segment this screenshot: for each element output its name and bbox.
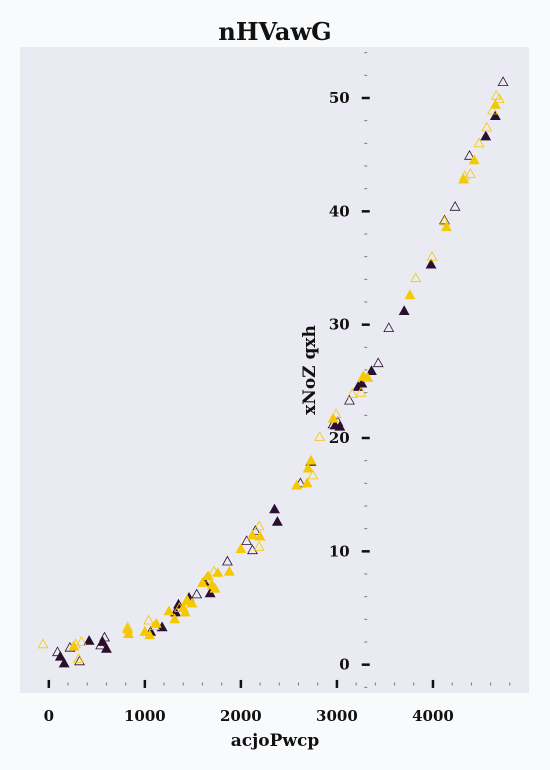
data-point-series-3 xyxy=(314,431,326,441)
data-point-series-2 xyxy=(235,543,247,553)
data-point-series-3 xyxy=(122,621,133,632)
x-tick-label: 4000 xyxy=(412,707,454,725)
data-point-series-0 xyxy=(101,642,112,653)
data-point-series-2 xyxy=(163,605,175,616)
y-tick-label: 30 xyxy=(329,316,350,334)
data-point-series-3 xyxy=(149,620,160,630)
data-point-series-2 xyxy=(186,597,198,608)
chart-title: nHVawG xyxy=(218,17,331,46)
data-point-series-3 xyxy=(355,386,367,397)
data-point-series-3 xyxy=(181,594,193,604)
data-point-series-2 xyxy=(212,567,224,577)
data-point-series-3 xyxy=(493,93,505,103)
data-point-series-3 xyxy=(465,168,476,178)
data-point-series-2 xyxy=(139,625,151,636)
data-point-series-2 xyxy=(404,289,416,300)
data-point-series-1 xyxy=(449,200,461,211)
minor-tick-group xyxy=(67,52,511,688)
data-point-series-1 xyxy=(241,535,253,545)
data-point-series-3 xyxy=(174,602,185,612)
x-tick-label: 0 xyxy=(44,707,54,725)
y-tick-label: 0 xyxy=(339,656,349,674)
data-point-series-1 xyxy=(327,418,339,429)
data-point-series-3 xyxy=(487,104,498,115)
data-point-series-2 xyxy=(302,462,314,473)
data-point-series-1 xyxy=(222,555,233,566)
data-point-series-2 xyxy=(150,618,162,628)
data-point-series-2 xyxy=(247,529,258,540)
data-point-series-3 xyxy=(410,272,422,283)
data-point-series-1 xyxy=(372,357,384,368)
data-point-series-2 xyxy=(144,629,156,640)
data-point-series-2 xyxy=(458,173,470,184)
data-point-series-3 xyxy=(37,638,49,649)
y-tick-label: 50 xyxy=(329,89,350,107)
data-point-series-0 xyxy=(398,305,410,316)
data-point-series-2 xyxy=(223,565,235,576)
data-point-series-2 xyxy=(301,477,313,488)
x-axis: 0 1000 2000 3000 4000 xyxy=(44,679,454,725)
data-point-series-3 xyxy=(76,636,87,646)
plot-area xyxy=(20,47,529,693)
data-point-series-1 xyxy=(344,394,355,405)
data-point-series-3 xyxy=(346,387,358,398)
data-point-series-0 xyxy=(366,365,377,376)
x-tick-label: 3000 xyxy=(316,707,358,725)
x-tick-label: 1000 xyxy=(124,707,166,725)
data-point-series-2 xyxy=(305,454,317,465)
data-point-series-3 xyxy=(143,614,155,625)
x-tick-label: 2000 xyxy=(220,707,262,725)
y-axis-label: xNoZ qxh xyxy=(300,325,320,415)
data-point-series-2 xyxy=(123,628,134,638)
data-point-series-3 xyxy=(439,215,450,226)
data-point-series-3 xyxy=(473,137,485,148)
data-point-series-0 xyxy=(269,503,280,514)
data-point-series-2 xyxy=(362,372,374,382)
data-point-series-2 xyxy=(468,154,480,165)
data-point-series-2 xyxy=(169,613,181,624)
data-point-series-3 xyxy=(208,565,220,576)
data-points xyxy=(37,76,509,668)
data-point-series-0 xyxy=(480,130,492,141)
data-point-series-1 xyxy=(497,76,509,86)
y-axis: 0 10 20 30 40 50 xyxy=(329,89,370,674)
data-point-series-3 xyxy=(426,250,438,261)
data-point-series-3 xyxy=(330,408,342,419)
data-point-series-3 xyxy=(307,469,319,480)
x-axis-label: acjoPwcp xyxy=(231,731,320,751)
data-point-series-0 xyxy=(58,657,70,668)
data-point-series-3 xyxy=(253,520,265,531)
y-tick-label: 10 xyxy=(329,542,350,560)
data-point-series-0 xyxy=(425,258,437,269)
data-point-series-3 xyxy=(200,572,212,583)
data-point-series-2 xyxy=(441,221,452,232)
data-point-series-3 xyxy=(481,121,493,132)
y-tick-label: 20 xyxy=(329,429,350,447)
data-point-series-2 xyxy=(291,479,302,490)
data-point-series-1 xyxy=(95,639,107,650)
data-point-series-0 xyxy=(489,110,501,120)
data-point-series-3 xyxy=(73,653,84,663)
data-point-series-2 xyxy=(254,530,266,541)
y-tick-label: 40 xyxy=(329,202,350,220)
data-point-series-1 xyxy=(439,214,450,225)
data-point-series-1 xyxy=(464,149,475,160)
data-point-series-0 xyxy=(356,377,368,388)
data-point-series-1 xyxy=(191,588,203,599)
data-point-series-0 xyxy=(83,635,95,645)
data-point-series-1 xyxy=(52,646,63,657)
data-point-series-0 xyxy=(271,516,283,526)
data-point-series-1 xyxy=(99,631,110,642)
data-point-series-2 xyxy=(209,582,221,593)
data-point-series-3 xyxy=(253,540,265,551)
data-point-series-1 xyxy=(383,322,395,333)
data-point-series-3 xyxy=(357,370,369,381)
